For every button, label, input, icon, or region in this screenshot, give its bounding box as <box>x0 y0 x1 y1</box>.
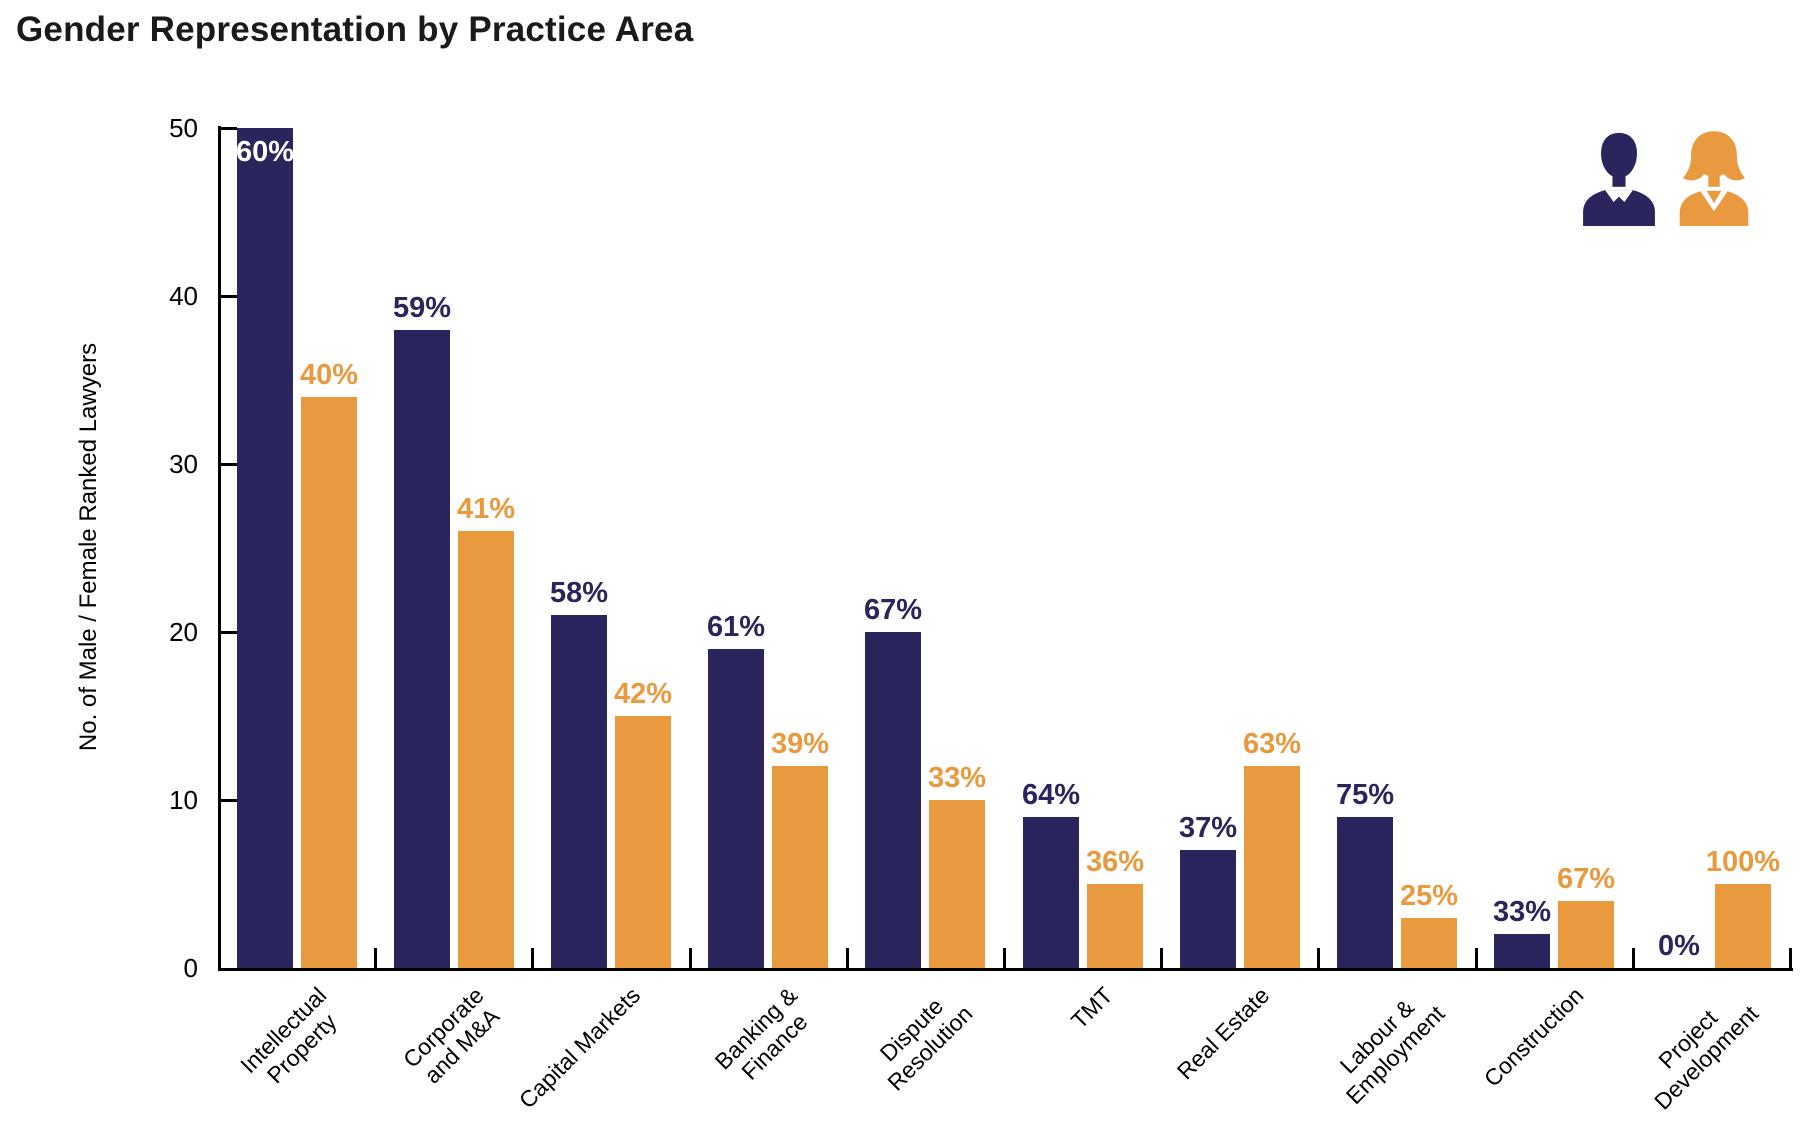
x-tick-mark <box>1003 948 1006 968</box>
female-bar <box>929 800 985 968</box>
y-tick-label: 30 <box>169 449 198 479</box>
female-bar <box>615 716 671 968</box>
female-percent-label: 67% <box>1556 863 1616 895</box>
female-bar <box>301 397 357 968</box>
chart-title: Gender Representation by Practice Area <box>16 10 694 49</box>
female-bar <box>1087 884 1143 968</box>
x-category-label: Real Estate <box>1171 982 1275 1085</box>
x-category-label: TMT <box>1065 982 1118 1034</box>
female-bar <box>1558 901 1614 968</box>
x-category-label: Intellectual Property <box>235 982 342 1089</box>
y-tick-label: 40 <box>169 281 198 311</box>
female-percent-label: 42% <box>613 678 673 710</box>
x-tick-mark <box>1160 948 1163 968</box>
y-tick-mark <box>221 127 237 130</box>
y-axis-title: No. of Male / Female Ranked Lawyers <box>75 342 102 752</box>
male-percent-label: 61% <box>706 611 766 643</box>
x-tick-mark <box>1317 948 1320 968</box>
male-percent-label: 58% <box>549 577 609 609</box>
x-axis-line <box>218 968 1793 971</box>
female-percent-label: 39% <box>770 728 830 760</box>
x-tick-mark <box>689 948 692 968</box>
female-bar <box>1715 884 1771 968</box>
male-percent-label: 67% <box>863 594 923 626</box>
x-category-label: Project Development <box>1649 1000 1764 1115</box>
female-percent-label: 33% <box>927 762 987 794</box>
female-percent-label: 63% <box>1242 728 1302 760</box>
x-category-label: Dispute Resolution <box>874 992 978 1096</box>
x-tick-mark <box>1632 948 1635 968</box>
y-tick-label: 50 <box>169 113 198 143</box>
male-bar <box>394 330 450 968</box>
x-category-label: Capital Markets <box>514 982 646 1114</box>
male-bar <box>865 632 921 968</box>
y-tick-mark <box>221 799 237 802</box>
male-percent-label: 60% <box>235 136 295 168</box>
male-bar <box>551 615 607 968</box>
female-bar <box>458 531 514 968</box>
male-percent-label: 0% <box>1658 930 1700 962</box>
y-tick-label: 10 <box>169 785 198 815</box>
male-percent-label: 75% <box>1335 779 1395 811</box>
female-percent-label: 25% <box>1399 880 1459 912</box>
x-category-label: Corporate and M&A <box>397 982 505 1089</box>
male-percent-label: 37% <box>1178 812 1238 844</box>
x-tick-mark <box>531 948 534 968</box>
male-bar <box>237 128 293 968</box>
x-tick-mark <box>1789 948 1792 968</box>
y-tick-mark <box>221 463 237 466</box>
male-bar <box>1023 817 1079 968</box>
y-tick-label: 20 <box>169 617 198 647</box>
female-bar <box>1244 766 1300 968</box>
female-percent-label: 100% <box>1705 846 1781 878</box>
female-person-icon <box>1679 131 1749 226</box>
female-percent-label: 41% <box>456 493 516 525</box>
x-category-label: Construction <box>1478 982 1589 1092</box>
male-person-icon <box>1583 132 1655 226</box>
male-percent-label: 64% <box>1021 779 1081 811</box>
male-bar <box>1494 934 1550 968</box>
x-category-label: Labour & Employment <box>1334 994 1450 1110</box>
y-tick-mark <box>221 631 237 634</box>
y-tick-label: 0 <box>183 953 198 983</box>
x-tick-mark <box>374 948 377 968</box>
y-tick-mark <box>221 295 237 298</box>
x-tick-mark <box>1475 948 1478 968</box>
male-bar <box>708 649 764 968</box>
male-bar <box>1337 817 1393 968</box>
y-axis-line <box>218 126 221 971</box>
male-bar <box>1180 850 1236 968</box>
x-category-label: Banking & Finance <box>709 982 813 1085</box>
male-percent-label: 33% <box>1492 896 1552 928</box>
male-percent-label: 59% <box>392 292 452 324</box>
female-percent-label: 36% <box>1085 846 1145 878</box>
female-bar <box>772 766 828 968</box>
female-bar <box>1401 918 1457 968</box>
x-tick-mark <box>846 948 849 968</box>
female-percent-label: 40% <box>299 359 359 391</box>
